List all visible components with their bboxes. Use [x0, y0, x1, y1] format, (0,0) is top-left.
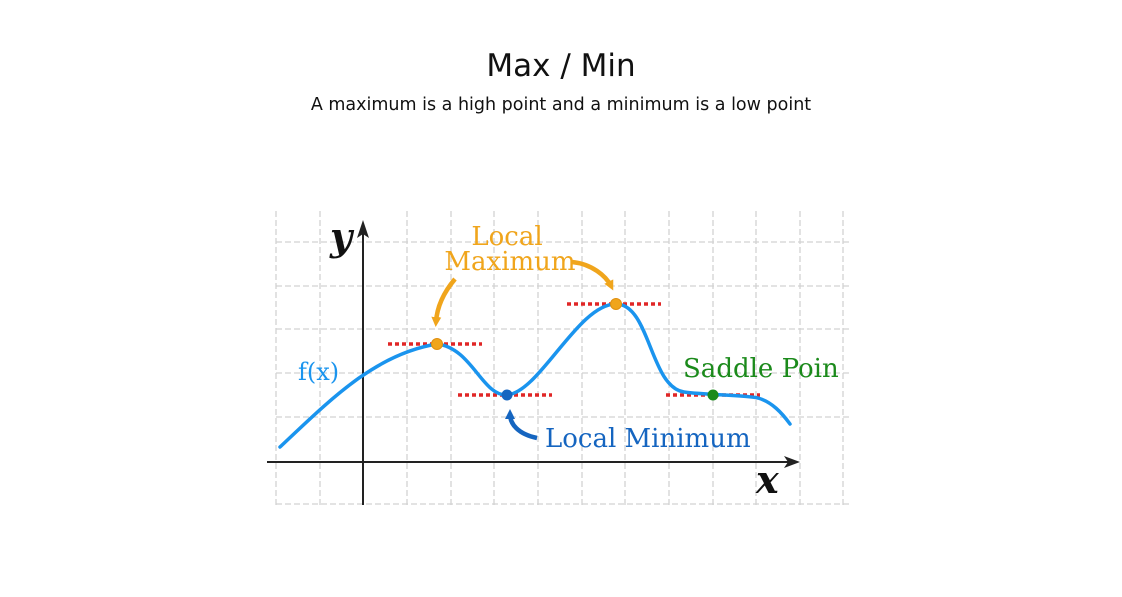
saddle-point: [707, 389, 719, 401]
saddle-point-label: Saddle Poin: [683, 354, 839, 384]
axes: [267, 220, 800, 505]
function-label: f(x): [298, 358, 339, 386]
local-maximum-label-line1: Local: [471, 222, 542, 252]
arrow-to-local-max-right: [571, 259, 614, 291]
local-max-point-right: [610, 298, 622, 310]
function-curve: [278, 302, 792, 449]
local-max-point-left: [431, 338, 443, 350]
local-min-point: [501, 389, 513, 401]
page-title: Max / Min: [486, 48, 636, 84]
x-axis-arrowhead: [784, 456, 800, 468]
local-minimum-label: Local Minimum: [545, 424, 751, 454]
y-axis-arrowhead: [357, 220, 369, 238]
arrow-to-local-min: [505, 409, 538, 441]
local-maximum-label-line2: Maximum: [444, 247, 575, 277]
page-subtitle: A maximum is a high point and a minimum …: [310, 95, 812, 115]
arrow-to-local-max-left: [431, 277, 457, 327]
x-axis-label: x: [755, 457, 780, 502]
grid: [275, 211, 852, 505]
y-axis-label: y: [329, 214, 355, 259]
